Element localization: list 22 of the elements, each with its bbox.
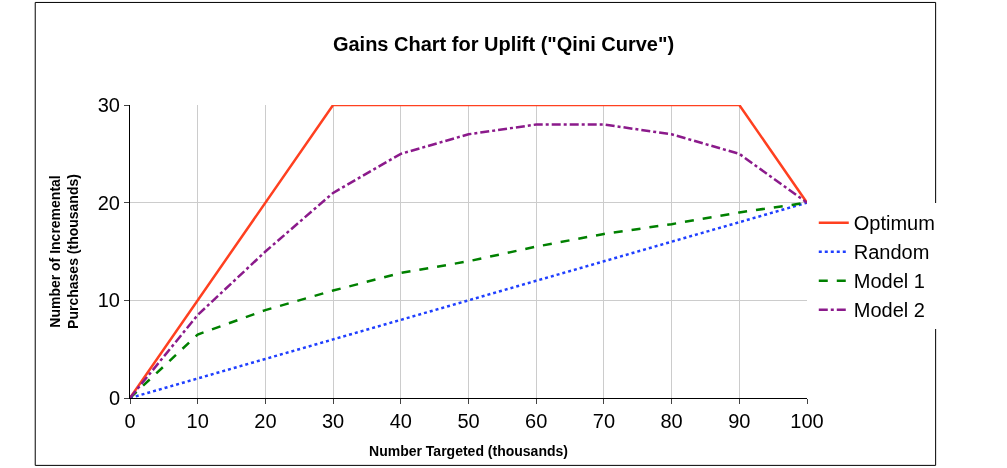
legend-label: Random: [853, 241, 930, 264]
chart-title: Gains Chart for Uplift ("Qini Curve"): [332, 33, 675, 56]
x-tick-label: 100: [790, 410, 824, 432]
x-tick-label: 70: [592, 410, 616, 432]
x-axis-title: Number Targeted (thousands): [369, 443, 568, 460]
x-tick-label: 10: [186, 410, 209, 432]
y-tick-label: 10: [97, 289, 120, 312]
x-tick-label: 80: [660, 410, 683, 432]
y-tick-label: 0: [108, 387, 120, 409]
y-axis-title: Number of Incremental Purchases (thousands): [47, 174, 82, 329]
x-tick-label: 40: [389, 410, 412, 432]
legend-label: Optimum: [853, 212, 935, 235]
y-tick-label: 30: [97, 94, 120, 116]
x-tick-label: 30: [321, 410, 345, 432]
x-tick-label: 90: [728, 410, 751, 432]
y-tick-label: 20: [97, 191, 120, 214]
legend-label: Model 2: [853, 299, 925, 322]
legend-label: Model 1: [853, 270, 925, 293]
x-tick-label: 50: [457, 410, 480, 432]
x-tick-label: 0: [124, 410, 136, 432]
x-tick-label: 60: [525, 410, 548, 432]
x-tick-label: 20: [254, 410, 277, 432]
